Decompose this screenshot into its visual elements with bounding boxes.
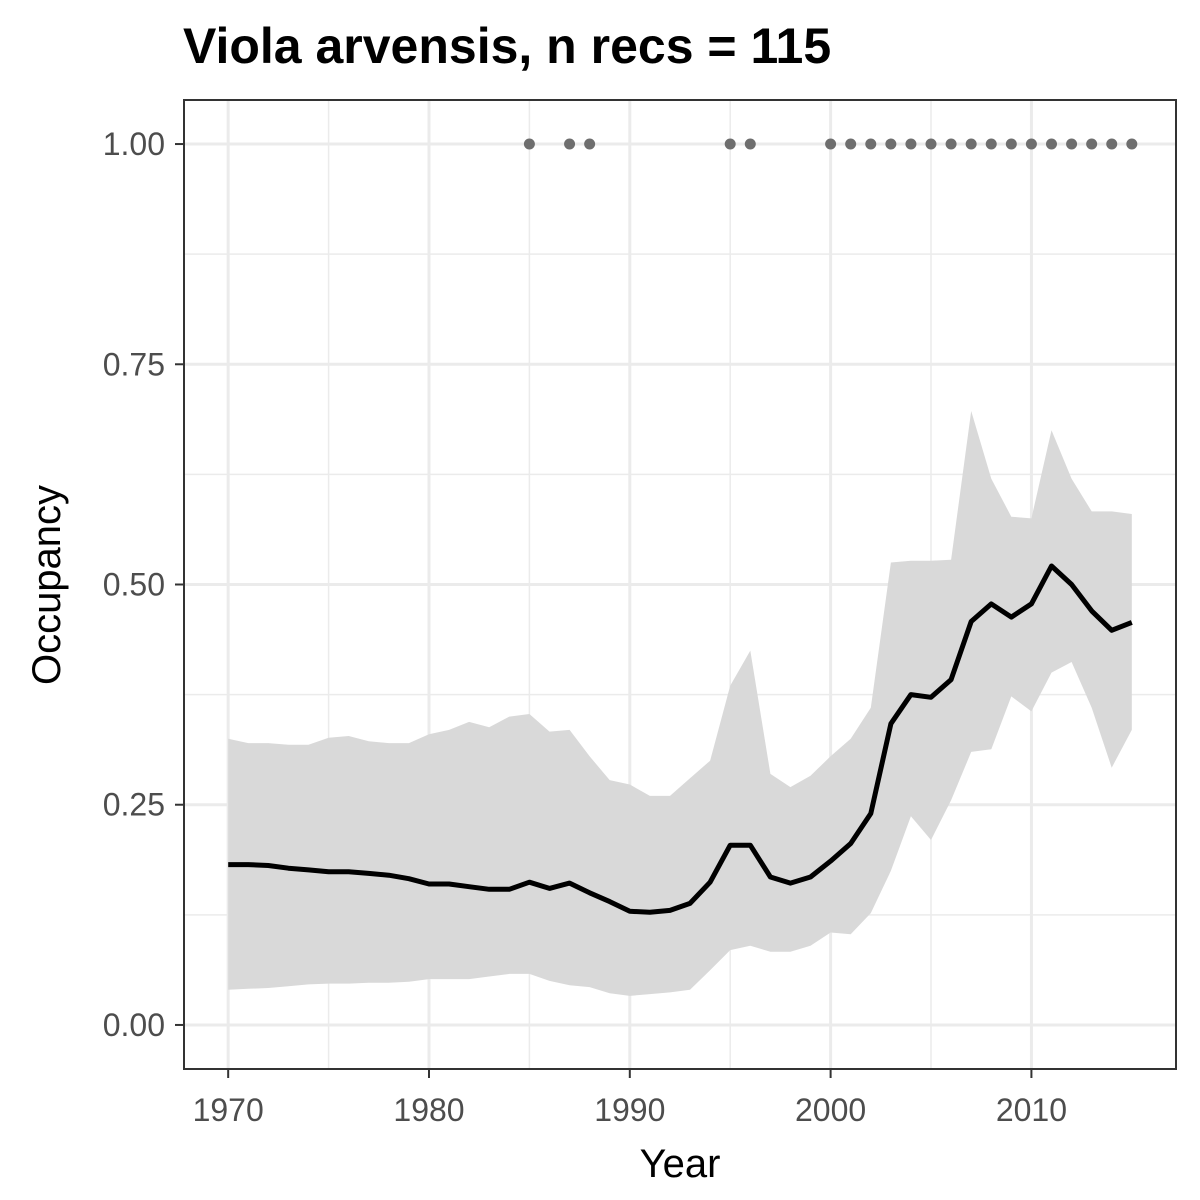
y-tick-label: 0.50 (103, 567, 165, 603)
record-point (1126, 138, 1138, 150)
x-tick-label: 1990 (594, 1092, 665, 1128)
x-axis-title: Year (640, 1142, 721, 1186)
record-point (845, 138, 857, 150)
record-point (1066, 138, 1078, 150)
y-tick-label: 0.00 (103, 1007, 165, 1043)
y-tick-label: 0.25 (103, 787, 165, 823)
record-point (985, 138, 997, 150)
chart-title: Viola arvensis, n recs = 115 (183, 18, 831, 74)
record-point (825, 138, 837, 150)
record-point (945, 138, 957, 150)
record-point (925, 138, 937, 150)
confidence-ribbon (228, 411, 1132, 996)
x-tick-label: 1980 (393, 1092, 464, 1128)
record-points (523, 138, 1138, 150)
record-point (1005, 138, 1017, 150)
axes: 0.00 0.25 0.50 0.75 1.00 1970 1980 1990 2000 2010 (103, 126, 1067, 1128)
x-tick-label: 1970 (193, 1092, 264, 1128)
record-point (724, 138, 736, 150)
y-tick-label: 0.75 (103, 346, 165, 382)
record-point (1106, 138, 1118, 150)
y-tick-label: 1.00 (103, 126, 165, 162)
record-point (584, 138, 596, 150)
record-point (523, 138, 535, 150)
record-point (965, 138, 977, 150)
y-axis-title: Occupancy (25, 485, 69, 685)
record-point (744, 138, 756, 150)
record-point (1025, 138, 1037, 150)
record-point (885, 138, 897, 150)
record-point (865, 138, 877, 150)
occupancy-series-line (228, 563, 1133, 915)
occupancy-line (228, 563, 1133, 915)
x-tick-label: 2010 (996, 1092, 1067, 1128)
record-point (905, 138, 917, 150)
x-tick-label: 2000 (795, 1092, 866, 1128)
record-point (1086, 138, 1098, 150)
record-point (1045, 138, 1057, 150)
confidence-band (228, 411, 1132, 996)
record-point (564, 138, 576, 150)
